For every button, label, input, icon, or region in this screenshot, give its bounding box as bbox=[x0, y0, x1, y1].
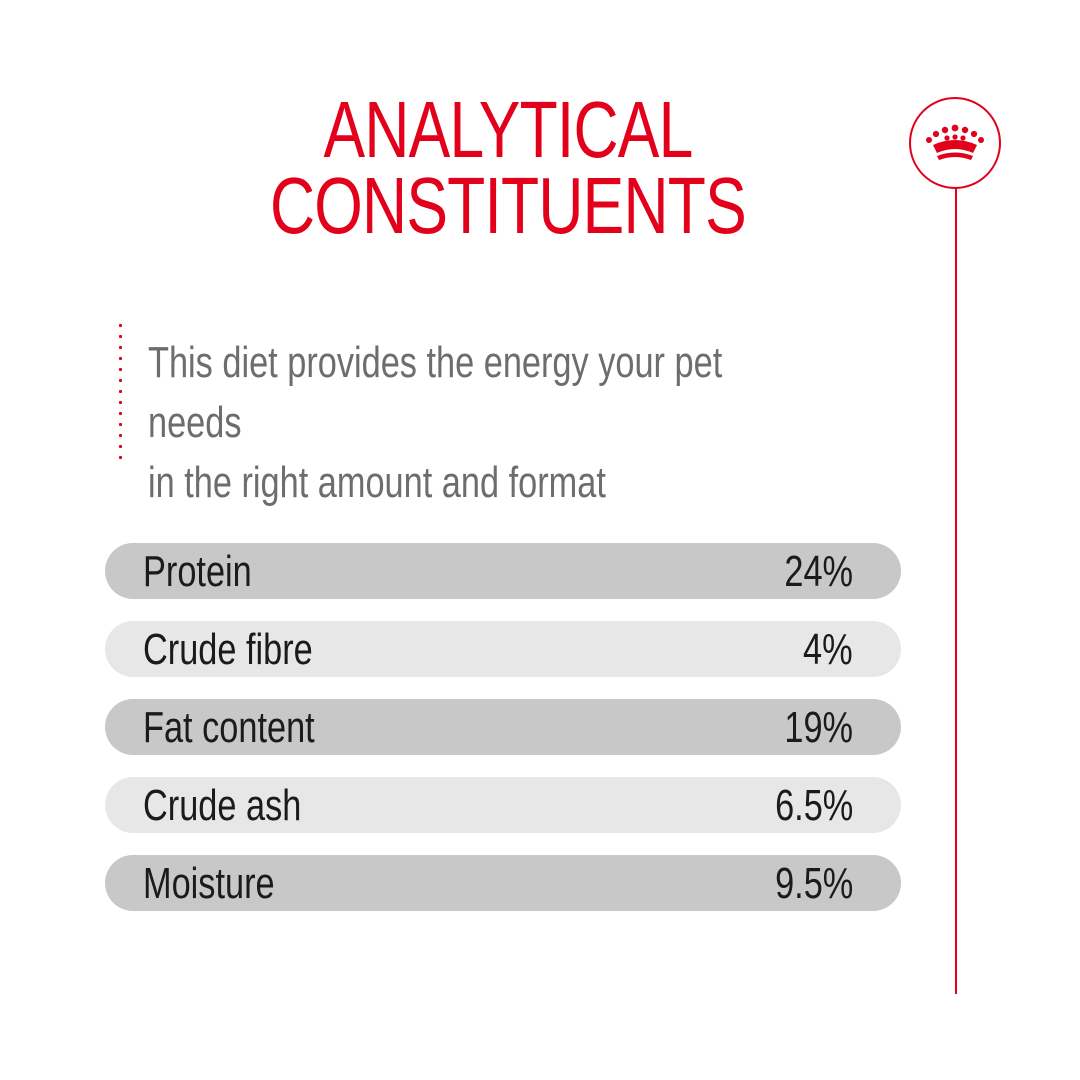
decorative-vertical-line bbox=[955, 188, 957, 994]
intro-line-2: in the right amount and format bbox=[148, 458, 606, 507]
intro-line-1: This diet provides the energy your pet n… bbox=[148, 338, 723, 447]
page-title: ANALYTICAL CONSTITUENTS bbox=[268, 85, 748, 250]
constituent-row-crude-ash: Crude ash 6.5% bbox=[105, 777, 901, 833]
constituent-row-fat-content: Fat content 19% bbox=[105, 699, 901, 755]
constituent-row-protein: Protein 24% bbox=[105, 543, 901, 599]
constituent-value: 9.5% bbox=[774, 859, 853, 908]
constituent-row-moisture: Moisture 9.5% bbox=[105, 855, 901, 911]
page-title-line-2: CONSTITUENTS bbox=[270, 161, 747, 250]
constituent-label: Crude ash bbox=[143, 781, 302, 830]
dotted-accent-line bbox=[119, 320, 122, 460]
crown-icon bbox=[926, 124, 984, 160]
constituent-value: 24% bbox=[784, 547, 853, 596]
constituent-label: Fat content bbox=[143, 703, 315, 752]
constituent-value: 19% bbox=[784, 703, 853, 752]
intro-text: This diet provides the energy your pet n… bbox=[148, 333, 788, 513]
constituent-label: Protein bbox=[143, 547, 252, 596]
page-title-line-1: ANALYTICAL bbox=[323, 85, 693, 174]
constituent-value: 4% bbox=[803, 625, 853, 674]
constituents-list: Protein 24% Crude fibre 4% Fat content 1… bbox=[105, 543, 901, 933]
constituent-row-crude-fibre: Crude fibre 4% bbox=[105, 621, 901, 677]
constituent-label: Moisture bbox=[143, 859, 275, 908]
constituent-label: Crude fibre bbox=[143, 625, 313, 674]
constituent-value: 6.5% bbox=[774, 781, 853, 830]
brand-badge bbox=[909, 97, 1001, 189]
